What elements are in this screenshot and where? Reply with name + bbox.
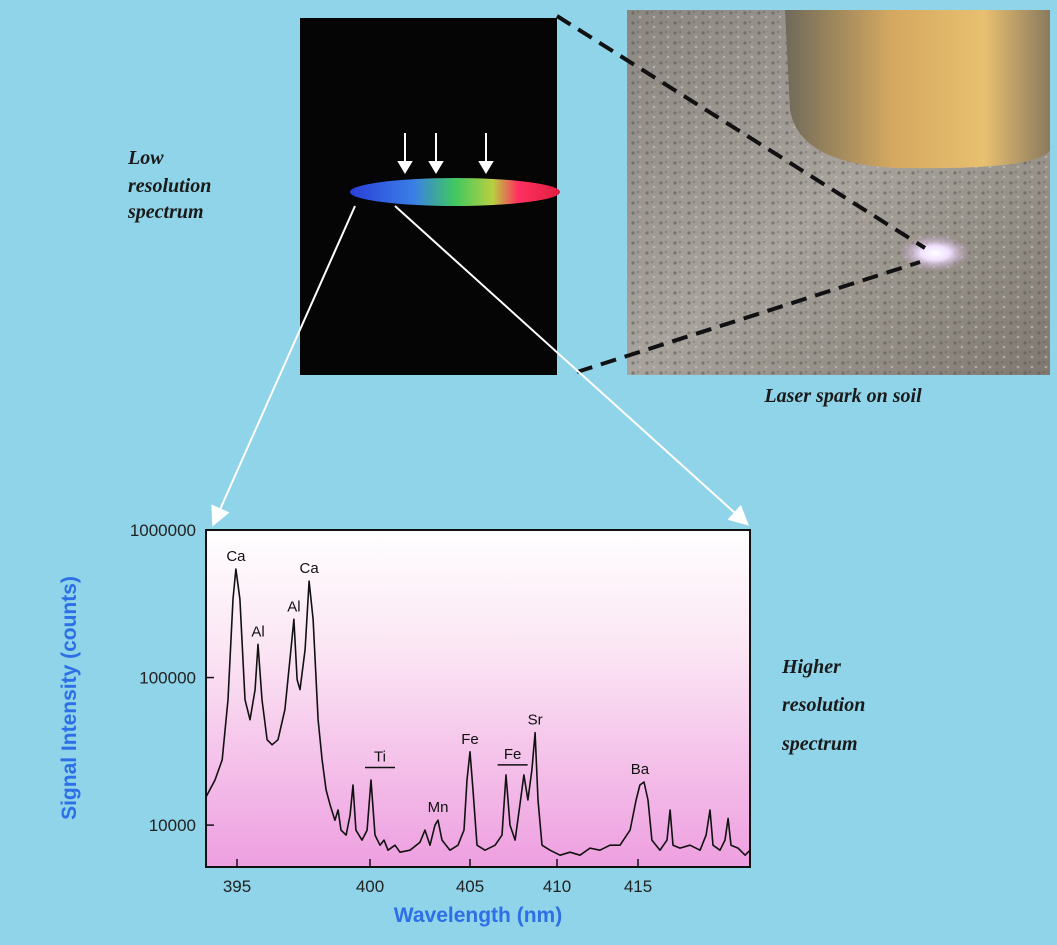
caption-low: resolution bbox=[128, 175, 211, 197]
x-axis-label: Wavelength (nm) bbox=[394, 904, 562, 927]
y-tick-label: 100000 bbox=[139, 669, 196, 688]
peak-label: Mn bbox=[428, 799, 449, 816]
caption-high: Higher bbox=[781, 656, 841, 678]
caption-low: Low bbox=[127, 147, 164, 169]
peak-label: Fe bbox=[504, 746, 522, 763]
caption-low: spectrum bbox=[127, 201, 204, 223]
peak-label: Al bbox=[287, 598, 300, 615]
plot-area bbox=[206, 530, 750, 867]
peak-label: Ba bbox=[631, 761, 650, 778]
peak-label: Fe bbox=[461, 731, 479, 748]
x-tick-label: 415 bbox=[624, 877, 652, 896]
peak-label: Sr bbox=[528, 712, 543, 729]
x-tick-label: 400 bbox=[356, 877, 384, 896]
caption-spark: Laser spark on soil bbox=[763, 385, 922, 407]
spark bbox=[899, 235, 971, 271]
cylinder bbox=[785, 10, 1050, 168]
y-tick-label: 1000000 bbox=[130, 521, 196, 540]
x-tick-label: 395 bbox=[223, 877, 251, 896]
spectrum-band bbox=[350, 178, 560, 206]
y-axis-label: Signal Intensity (counts) bbox=[58, 576, 81, 820]
peak-label: Al bbox=[251, 623, 264, 640]
x-tick-label: 405 bbox=[456, 877, 484, 896]
peak-label: Ti bbox=[374, 749, 386, 766]
caption-high: spectrum bbox=[781, 733, 858, 755]
peak-label: Ca bbox=[299, 560, 319, 577]
y-tick-label: 10000 bbox=[149, 816, 196, 835]
x-tick-label: 410 bbox=[543, 877, 571, 896]
peak-label: Ca bbox=[226, 548, 246, 565]
caption-high: resolution bbox=[782, 694, 865, 716]
figure: Low resolution spectrum Laser spark on s… bbox=[0, 0, 1057, 945]
